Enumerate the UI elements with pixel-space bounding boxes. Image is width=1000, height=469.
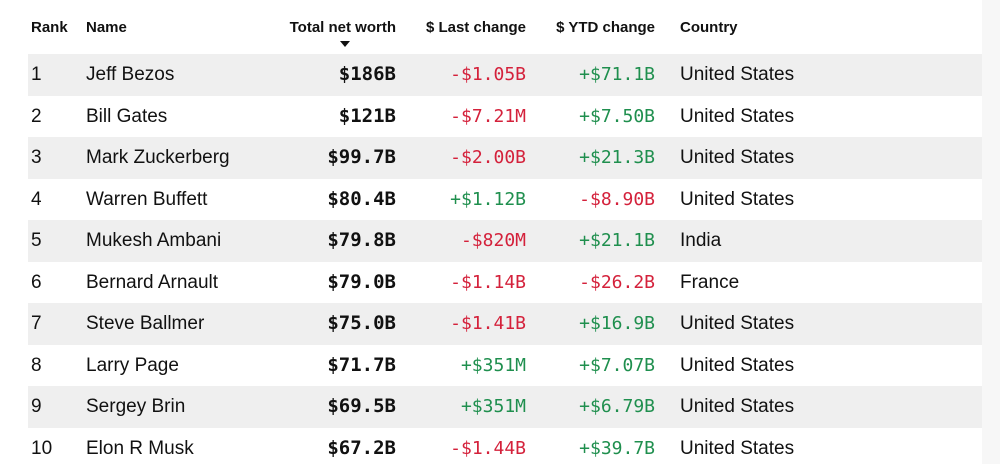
table-row[interactable]: 9 Sergey Brin $69.5B +$351M +$6.79B Unit… bbox=[28, 386, 982, 428]
net-worth-cell: $79.8B bbox=[327, 220, 396, 262]
net-worth-cell: $75.0B bbox=[327, 303, 396, 345]
name-cell[interactable]: Mark Zuckerberg bbox=[86, 137, 230, 179]
last-change-cell: -$1.44B bbox=[450, 428, 526, 469]
table-row[interactable]: 8 Larry Page $71.7B +$351M +$7.07B Unite… bbox=[28, 345, 982, 387]
header-rank[interactable]: Rank bbox=[31, 19, 68, 36]
country-cell: United States bbox=[680, 179, 794, 221]
last-change-cell: -$820M bbox=[461, 220, 526, 262]
header-name[interactable]: Name bbox=[86, 19, 127, 36]
sort-descending-icon[interactable] bbox=[340, 41, 350, 47]
last-change-cell: -$1.14B bbox=[450, 262, 526, 304]
table-header: Rank Name Total net worth $ Last change … bbox=[28, 0, 982, 54]
last-change-cell: +$1.12B bbox=[450, 179, 526, 221]
rank-cell: 6 bbox=[31, 262, 42, 304]
name-cell[interactable]: Sergey Brin bbox=[86, 386, 185, 428]
rank-cell: 5 bbox=[31, 220, 42, 262]
scroll-edge-shade bbox=[982, 0, 1000, 464]
header-ytd-change[interactable]: $ YTD change bbox=[556, 19, 655, 36]
country-cell: United States bbox=[680, 386, 794, 428]
net-worth-cell: $99.7B bbox=[327, 137, 396, 179]
rank-cell: 7 bbox=[31, 303, 42, 345]
net-worth-cell: $80.4B bbox=[327, 179, 396, 221]
net-worth-cell: $186B bbox=[339, 54, 396, 96]
ytd-change-cell: +$21.1B bbox=[579, 220, 655, 262]
header-last-change[interactable]: $ Last change bbox=[426, 19, 526, 36]
table-row[interactable]: 3 Mark Zuckerberg $99.7B -$2.00B +$21.3B… bbox=[28, 137, 982, 179]
rank-cell: 4 bbox=[31, 179, 42, 221]
ytd-change-cell: +$7.50B bbox=[579, 96, 655, 138]
ytd-change-cell: +$16.9B bbox=[579, 303, 655, 345]
net-worth-cell: $121B bbox=[339, 96, 396, 138]
header-net-worth[interactable]: Total net worth bbox=[290, 19, 396, 36]
rank-cell: 1 bbox=[31, 54, 42, 96]
ytd-change-cell: +$7.07B bbox=[579, 345, 655, 387]
net-worth-cell: $79.0B bbox=[327, 262, 396, 304]
table-row[interactable]: 5 Mukesh Ambani $79.8B -$820M +$21.1B In… bbox=[28, 220, 982, 262]
net-worth-cell: $69.5B bbox=[327, 386, 396, 428]
last-change-cell: +$351M bbox=[461, 345, 526, 387]
name-cell[interactable]: Larry Page bbox=[86, 345, 179, 387]
name-cell[interactable]: Warren Buffett bbox=[86, 179, 207, 221]
name-cell[interactable]: Elon R Musk bbox=[86, 428, 194, 469]
last-change-cell: -$7.21M bbox=[450, 96, 526, 138]
name-cell[interactable]: Mukesh Ambani bbox=[86, 220, 221, 262]
name-cell[interactable]: Bill Gates bbox=[86, 96, 167, 138]
rank-cell: 3 bbox=[31, 137, 42, 179]
country-cell: India bbox=[680, 220, 721, 262]
last-change-cell: -$1.05B bbox=[450, 54, 526, 96]
last-change-cell: +$351M bbox=[461, 386, 526, 428]
country-cell: United States bbox=[680, 428, 794, 469]
last-change-cell: -$1.41B bbox=[450, 303, 526, 345]
ytd-change-cell: +$71.1B bbox=[579, 54, 655, 96]
name-cell[interactable]: Steve Ballmer bbox=[86, 303, 204, 345]
net-worth-cell: $71.7B bbox=[327, 345, 396, 387]
rank-cell: 10 bbox=[31, 428, 52, 469]
table-row[interactable]: 1 Jeff Bezos $186B -$1.05B +$71.1B Unite… bbox=[28, 54, 982, 96]
ytd-change-cell: -$26.2B bbox=[579, 262, 655, 304]
table-row[interactable]: 4 Warren Buffett $80.4B +$1.12B -$8.90B … bbox=[28, 179, 982, 221]
country-cell: United States bbox=[680, 96, 794, 138]
ytd-change-cell: +$6.79B bbox=[579, 386, 655, 428]
name-cell[interactable]: Jeff Bezos bbox=[86, 54, 174, 96]
ytd-change-cell: +$39.7B bbox=[579, 428, 655, 469]
country-cell: United States bbox=[680, 345, 794, 387]
header-country[interactable]: Country bbox=[680, 19, 738, 36]
rank-cell: 8 bbox=[31, 345, 42, 387]
ytd-change-cell: -$8.90B bbox=[579, 179, 655, 221]
net-worth-cell: $67.2B bbox=[327, 428, 396, 469]
country-cell: France bbox=[680, 262, 739, 304]
table-row[interactable]: 7 Steve Ballmer $75.0B -$1.41B +$16.9B U… bbox=[28, 303, 982, 345]
billionaires-table: Rank Name Total net worth $ Last change … bbox=[28, 0, 982, 469]
ytd-change-cell: +$21.3B bbox=[579, 137, 655, 179]
last-change-cell: -$2.00B bbox=[450, 137, 526, 179]
rank-cell: 2 bbox=[31, 96, 42, 138]
country-cell: United States bbox=[680, 137, 794, 179]
country-cell: United States bbox=[680, 54, 794, 96]
name-cell[interactable]: Bernard Arnault bbox=[86, 262, 218, 304]
table-row[interactable]: 2 Bill Gates $121B -$7.21M +$7.50B Unite… bbox=[28, 96, 982, 138]
country-cell: United States bbox=[680, 303, 794, 345]
table-row[interactable]: 6 Bernard Arnault $79.0B -$1.14B -$26.2B… bbox=[28, 262, 982, 304]
table-row[interactable]: 10 Elon R Musk $67.2B -$1.44B +$39.7B Un… bbox=[28, 428, 982, 469]
rank-cell: 9 bbox=[31, 386, 42, 428]
